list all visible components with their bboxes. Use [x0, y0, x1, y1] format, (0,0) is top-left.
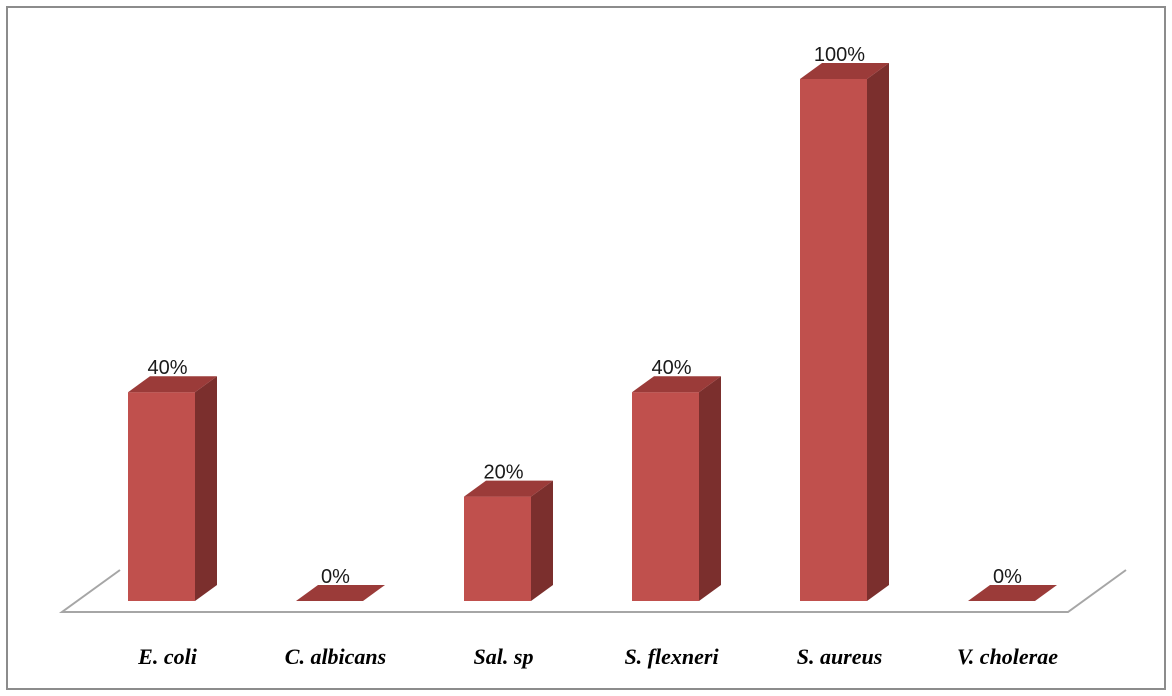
bar-side — [699, 376, 721, 601]
data-label: 100% — [814, 44, 865, 66]
category-label: S. aureus — [797, 644, 883, 669]
chart-category-labels: E. coli C. albicans Sal. sp S. flexneri S. a… — [137, 644, 1058, 669]
category-label: E. coli — [137, 644, 198, 669]
bar-front — [128, 392, 195, 601]
category-label: Sal. sp — [474, 644, 534, 669]
bar-top — [800, 63, 889, 79]
data-label: 20% — [483, 462, 523, 484]
floor-outline — [58, 569, 1127, 613]
category-label: C. albicans — [285, 644, 386, 669]
bar-side — [531, 480, 553, 601]
bar-top — [632, 376, 721, 393]
bar-front — [632, 392, 699, 601]
bar-front — [464, 496, 531, 601]
bar-top — [296, 585, 385, 601]
bar — [296, 585, 385, 602]
bar-top — [128, 376, 217, 393]
data-label: 40% — [147, 357, 187, 379]
bar — [632, 376, 721, 601]
bar — [968, 585, 1057, 602]
bar-top — [968, 585, 1057, 601]
bar-side — [195, 376, 217, 601]
bar-side — [867, 63, 889, 601]
bar — [800, 63, 889, 601]
bar-front — [800, 79, 867, 601]
category-label: S. flexneri — [624, 644, 719, 669]
data-label: 0% — [993, 566, 1022, 588]
data-label: 40% — [651, 357, 691, 379]
bar — [128, 376, 217, 601]
bar — [464, 480, 553, 601]
category-label: V. cholerae — [957, 644, 1058, 669]
chart-bars — [128, 63, 1057, 602]
chart-data-labels: 40% 0% 20% 40% 100% 0% — [147, 44, 1022, 588]
bar-top — [464, 480, 553, 497]
data-label: 0% — [321, 566, 350, 588]
chart-floor — [58, 569, 1127, 613]
